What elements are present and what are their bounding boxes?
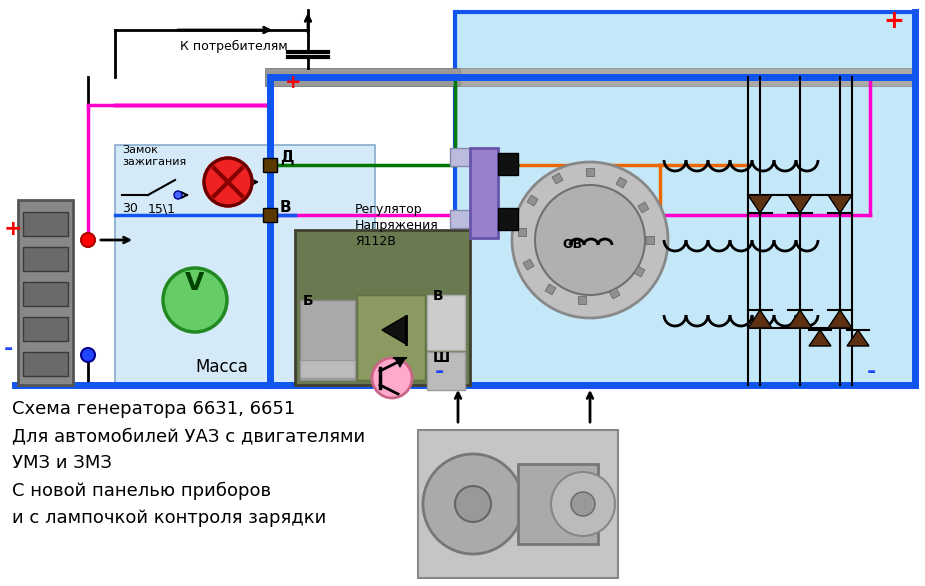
Circle shape — [455, 486, 491, 522]
Bar — [646, 236, 654, 244]
Bar — [418, 430, 618, 578]
Bar — [23, 212, 68, 236]
Bar — [518, 228, 526, 236]
Bar — [295, 230, 470, 385]
Bar — [527, 195, 538, 206]
Bar — [460, 68, 915, 86]
Polygon shape — [382, 316, 406, 344]
Text: Замок
зажигания: Замок зажигания — [122, 145, 186, 167]
Polygon shape — [788, 195, 812, 213]
Text: ОВ: ОВ — [562, 238, 582, 251]
Bar — [470, 148, 498, 238]
Bar — [263, 208, 277, 222]
Bar — [23, 317, 68, 341]
Circle shape — [423, 454, 523, 554]
Bar — [524, 259, 534, 270]
Polygon shape — [788, 310, 812, 328]
Text: К потребителям: К потребителям — [180, 40, 288, 53]
Bar — [265, 68, 460, 86]
Polygon shape — [828, 310, 852, 328]
Text: Д: Д — [280, 150, 293, 165]
Text: В: В — [433, 289, 444, 303]
Bar — [498, 208, 518, 230]
Bar — [634, 266, 645, 277]
Circle shape — [163, 268, 227, 332]
Circle shape — [81, 348, 95, 362]
Bar — [23, 247, 68, 271]
Circle shape — [372, 358, 412, 398]
Text: +: + — [4, 219, 22, 239]
Text: 15\1: 15\1 — [148, 202, 176, 215]
Bar — [552, 173, 563, 184]
Circle shape — [551, 472, 615, 536]
Circle shape — [81, 233, 95, 247]
Text: Регулятор
Напряжения
Я112В: Регулятор Напряжения Я112В — [355, 203, 438, 248]
Bar — [427, 352, 465, 390]
Bar — [300, 300, 355, 380]
Bar — [450, 210, 470, 228]
Bar — [578, 296, 586, 304]
Bar — [616, 177, 627, 188]
Bar — [545, 284, 556, 295]
Text: V: V — [185, 271, 204, 295]
Text: Схема генератора 6631, 6651
Для автомобилей УАЗ с двигателями
УМЗ и ЗМЗ
С новой : Схема генератора 6631, 6651 Для автомоби… — [12, 400, 365, 527]
Text: Ш: Ш — [433, 351, 450, 365]
Text: 30: 30 — [122, 202, 138, 215]
Bar — [518, 464, 598, 544]
Bar — [357, 295, 425, 380]
Text: -: - — [4, 339, 13, 359]
Text: -: - — [867, 362, 876, 382]
Bar — [427, 295, 465, 350]
Bar — [450, 148, 470, 166]
Bar — [609, 288, 620, 299]
Circle shape — [204, 158, 252, 206]
Text: В: В — [280, 200, 291, 215]
Polygon shape — [847, 330, 869, 346]
Polygon shape — [748, 195, 772, 213]
Polygon shape — [748, 310, 772, 328]
Text: +: + — [883, 9, 904, 33]
Bar — [23, 282, 68, 306]
Bar — [586, 168, 594, 176]
Bar — [18, 200, 73, 385]
Circle shape — [535, 185, 645, 295]
Text: Б: Б — [303, 294, 314, 308]
Polygon shape — [828, 195, 852, 213]
Polygon shape — [809, 330, 831, 346]
Text: Масса: Масса — [195, 358, 248, 376]
Circle shape — [174, 191, 182, 199]
Bar — [115, 145, 375, 385]
Bar — [638, 202, 649, 213]
Polygon shape — [394, 358, 406, 368]
Text: +: + — [285, 73, 302, 92]
Bar — [263, 158, 277, 172]
Bar — [300, 360, 355, 378]
Bar — [455, 12, 915, 385]
Bar — [498, 153, 518, 175]
Bar — [23, 352, 68, 376]
Circle shape — [571, 492, 595, 516]
Text: -: - — [435, 362, 444, 382]
Circle shape — [512, 162, 668, 318]
